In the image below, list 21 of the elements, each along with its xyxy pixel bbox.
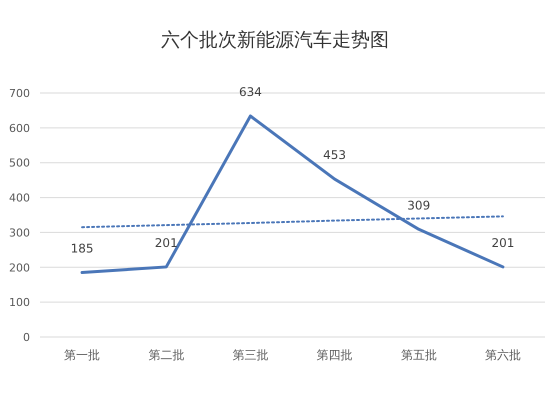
- data-label: 309: [407, 198, 430, 212]
- y-tick-label: 400: [9, 192, 30, 205]
- x-tick-label: 第三批: [232, 348, 268, 362]
- data-label: 185: [70, 242, 94, 256]
- y-tick-label: 700: [9, 87, 30, 100]
- chart-title: 六个批次新能源汽车走势图: [161, 29, 389, 51]
- x-tick-label: 第五批: [400, 348, 437, 362]
- y-tick-label: 600: [9, 122, 30, 135]
- y-tick-label: 100: [9, 296, 30, 310]
- x-tick-label: 第六批: [484, 348, 521, 362]
- data-label: 201: [491, 236, 514, 250]
- data-label: 453: [323, 148, 346, 162]
- y-tick-label: 500: [9, 156, 30, 170]
- data-label: 201: [154, 236, 178, 250]
- y-tick-label: 200: [9, 261, 30, 274]
- x-tick-label: 第二批: [148, 348, 184, 362]
- x-tick-label: 第四批: [316, 348, 353, 362]
- y-tick-label: 300: [9, 226, 30, 240]
- x-tick-label: 第一批: [64, 348, 100, 362]
- y-tick-label: 0: [23, 331, 30, 344]
- data-label: 634: [238, 85, 262, 100]
